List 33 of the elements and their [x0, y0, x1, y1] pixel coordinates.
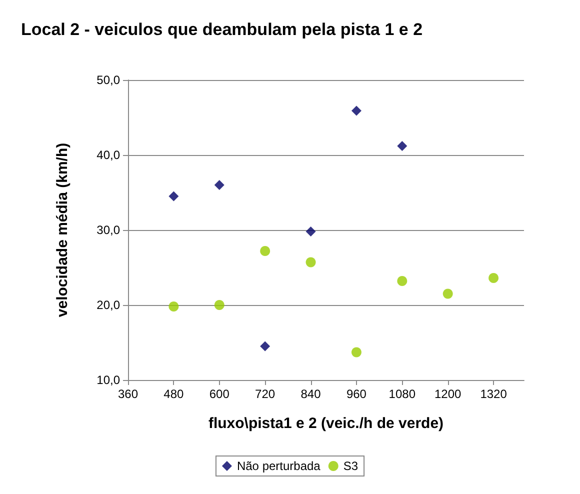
y-axis-title: velocidade média (km/h): [54, 142, 71, 318]
point: [397, 276, 408, 286]
point: [306, 226, 316, 236]
y-tick-label: 50,0: [96, 73, 120, 87]
legend-label: Não perturbada: [236, 459, 321, 473]
x-tick-label: 840: [300, 387, 322, 401]
point: [351, 347, 362, 358]
chart-title: Local 2 - veiculos que deambulam pela pista 1 e 2: [21, 20, 423, 39]
point: [306, 257, 316, 268]
x-tick-label: 1320: [480, 387, 508, 401]
x-tick-label: 960: [346, 387, 367, 401]
point: [351, 106, 362, 116]
point: [214, 180, 224, 190]
point: [214, 300, 224, 310]
y-tick-label: 10,0: [96, 373, 120, 387]
point: [168, 302, 179, 312]
y-tick-label: 20,0: [96, 298, 120, 312]
x-tick-label: 480: [164, 387, 184, 401]
x-tick-label: 360: [118, 387, 138, 401]
y-tick-label: 30,0: [96, 223, 120, 237]
x-tick-label: 1080: [388, 387, 416, 401]
y-tick-label: 40,0: [96, 148, 120, 162]
x-tick-label: 1200: [434, 387, 462, 401]
point: [488, 273, 499, 283]
point: [442, 288, 453, 299]
x-tick-label: 720: [255, 387, 276, 401]
point: [168, 191, 179, 202]
point: [260, 246, 270, 256]
x-axis-title: fluxo\pista1 e 2 (veic./h de verde): [208, 415, 444, 432]
point: [260, 341, 270, 352]
legend-label: S3: [343, 459, 358, 473]
point: [397, 141, 408, 151]
x-tick-label: 600: [209, 387, 230, 401]
